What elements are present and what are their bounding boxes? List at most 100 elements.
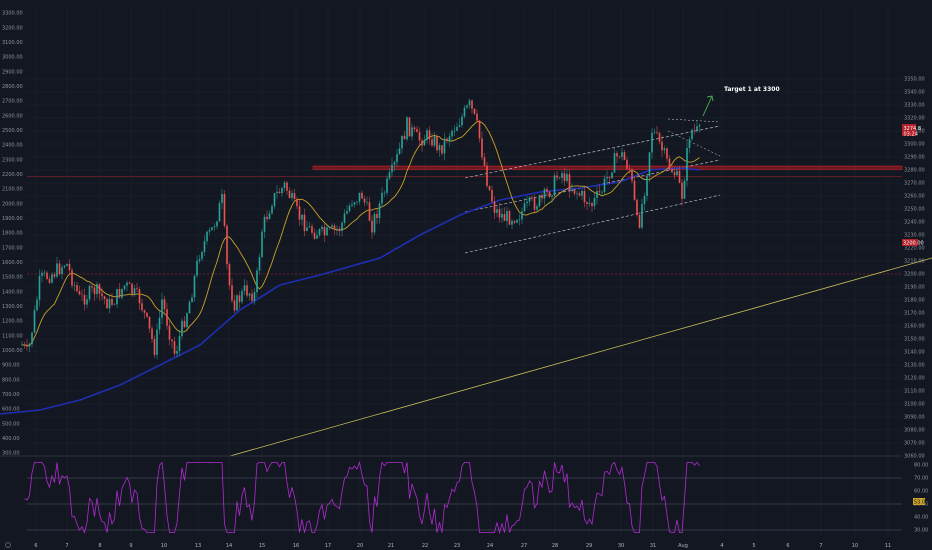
- candle-body: [273, 193, 276, 207]
- right-tick-label: 3250.00: [904, 207, 925, 213]
- candle-body: [588, 202, 591, 204]
- candle-body: [186, 313, 188, 328]
- candle-body: [81, 294, 83, 296]
- candle-body: [236, 295, 238, 311]
- candle-body: [598, 191, 601, 193]
- candle-body: [226, 225, 228, 265]
- candle-body: [608, 177, 611, 179]
- candle-body: [121, 288, 123, 298]
- candle-body: [256, 270, 258, 293]
- candle-body: [688, 139, 691, 149]
- candle-body: [151, 328, 153, 340]
- time-axis: 6 7 8 9 10 13 14 15 16 17 20 21 22 23 24 27 28 29 30 31 Aug 4…: [34, 543, 891, 549]
- rising-trendline[interactable]: [229, 257, 932, 457]
- candle-body: [341, 222, 343, 231]
- time-tick-label: 27: [521, 543, 527, 549]
- candle-body: [526, 201, 528, 204]
- candle-body: [268, 213, 271, 220]
- candle-body: [181, 320, 183, 337]
- candle-body: [643, 196, 646, 204]
- candle-body: [323, 226, 326, 236]
- right-tick-label: 3220.00: [904, 246, 925, 252]
- svg-text:3200.00: 3200.00: [903, 241, 924, 247]
- rsi-levels: [27, 477, 902, 531]
- candle-body: [376, 213, 378, 219]
- right-tick-label: 3190.00: [904, 285, 925, 291]
- candle-body: [346, 211, 348, 214]
- candle-body: [523, 203, 526, 212]
- candle-body: [41, 272, 43, 276]
- rsi-tick-label: 80.00: [914, 463, 928, 469]
- right-tick-label: 3240.00: [904, 220, 925, 226]
- candle-body: [381, 192, 383, 204]
- candle-body: [358, 192, 361, 202]
- candle-body: [331, 225, 333, 228]
- candle-body: [293, 193, 296, 199]
- candle-body: [558, 177, 561, 179]
- candle-body: [163, 299, 166, 310]
- time-tick-label: 6: [34, 543, 37, 549]
- candle-body: [258, 257, 261, 271]
- candle-body: [356, 201, 358, 203]
- candle-body: [126, 282, 128, 286]
- left-tick-label: 3300.00: [2, 11, 23, 17]
- time-tick-label: 7: [819, 543, 822, 549]
- candle-body: [221, 194, 223, 204]
- candle-body: [541, 195, 543, 199]
- candle-body: [633, 180, 636, 200]
- candle-body: [96, 284, 98, 295]
- settings-icon[interactable]: [5, 542, 11, 548]
- resistance-zone[interactable]: [312, 165, 903, 170]
- candle-body: [593, 197, 596, 207]
- candle-body: [488, 186, 491, 191]
- left-tick-label: 1300.00: [2, 304, 23, 310]
- right-tick-label: 3080.00: [904, 428, 925, 434]
- candle-body: [113, 304, 116, 305]
- candle-body: [263, 216, 266, 232]
- right-tick-label: 3260.00: [904, 194, 925, 200]
- candle-body: [388, 172, 391, 179]
- candle-body: [148, 316, 151, 329]
- candle-body: [378, 203, 381, 219]
- target-annotation[interactable]: Target 1 at 3300: [702, 86, 780, 117]
- candle-body: [386, 178, 388, 193]
- time-tick-label: 5: [752, 543, 755, 549]
- candle-body: [683, 180, 686, 199]
- candle-body: [48, 279, 51, 283]
- candle-body: [546, 189, 548, 192]
- candle-body: [496, 209, 498, 213]
- rsi-value-tag: 53.00: [913, 498, 928, 506]
- candle-body: [398, 148, 401, 155]
- candle-body: [183, 320, 186, 328]
- candle-body: [678, 170, 681, 183]
- right-tick-label: 3170.00: [904, 311, 925, 317]
- candle-body: [418, 132, 421, 141]
- left-tick-label: 3100.00: [2, 40, 23, 46]
- time-tick-label: 9: [129, 543, 132, 549]
- candle-body: [353, 202, 356, 205]
- time-tick-label: 31: [650, 543, 656, 549]
- right-tick-label: 3330.00: [904, 103, 925, 109]
- support-price-tag: 3200.00: [902, 239, 924, 247]
- candle-body: [441, 145, 443, 154]
- candle-body: [653, 132, 656, 133]
- time-tick-label: 4: [720, 543, 723, 549]
- candle-body: [316, 235, 318, 239]
- candle-body: [508, 211, 511, 225]
- rsi-tick-label: 70.00: [914, 476, 928, 482]
- candle-body: [416, 129, 418, 133]
- candle-body: [501, 213, 503, 218]
- candle-body: [431, 139, 433, 146]
- right-tick-label: 3060.00: [904, 454, 925, 460]
- candle-body: [326, 227, 328, 236]
- candle-body: [241, 290, 243, 302]
- time-tick-label: 10: [161, 543, 167, 549]
- time-tick-label: 17: [325, 543, 331, 549]
- wedge-pattern[interactable]: [667, 118, 721, 157]
- candle-body: [486, 165, 488, 187]
- wedge-line: [667, 130, 721, 157]
- candle-body: [661, 141, 663, 151]
- candle-body: [321, 226, 323, 230]
- candle-body: [173, 341, 176, 354]
